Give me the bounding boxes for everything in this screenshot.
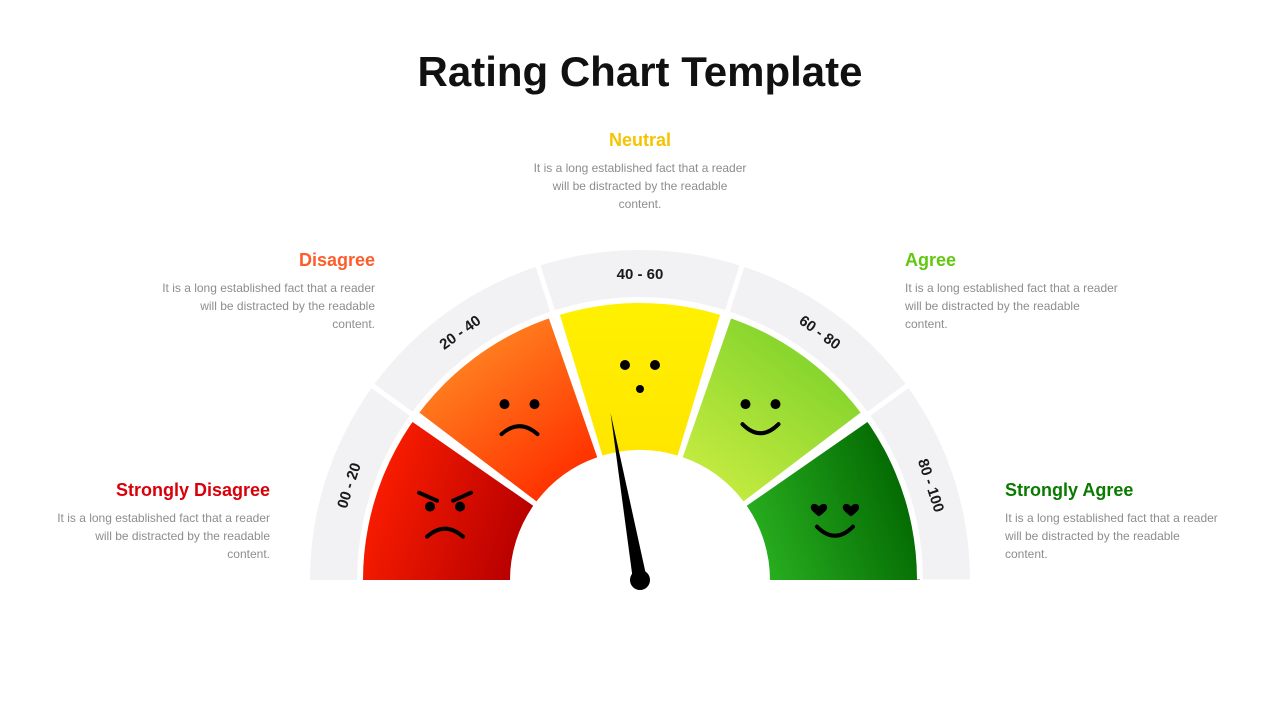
rating-gauge-chart: 00 - 2020 - 4040 - 6060 - 8080 - 100 (290, 230, 990, 640)
label-title-strongly_disagree: Strongly Disagree (50, 480, 270, 501)
label-text-strongly_disagree: It is a long established fact that a rea… (50, 509, 270, 563)
label-strongly_agree: Strongly Agree It is a long established f… (1005, 480, 1225, 563)
label-strongly_disagree: Strongly Disagree It is a long establishe… (50, 480, 270, 563)
range-label-neutral: 40 - 60 (617, 266, 664, 283)
label-title-strongly_agree: Strongly Agree (1005, 480, 1225, 501)
gauge-needle-hub (630, 570, 650, 590)
label-text-strongly_agree: It is a long established fact that a rea… (1005, 509, 1225, 563)
label-text-neutral: It is a long established fact that a rea… (530, 159, 750, 213)
label-neutral: Neutral It is a long established fact tha… (530, 130, 750, 213)
label-title-neutral: Neutral (530, 130, 750, 151)
page-title: Rating Chart Template (0, 48, 1280, 96)
